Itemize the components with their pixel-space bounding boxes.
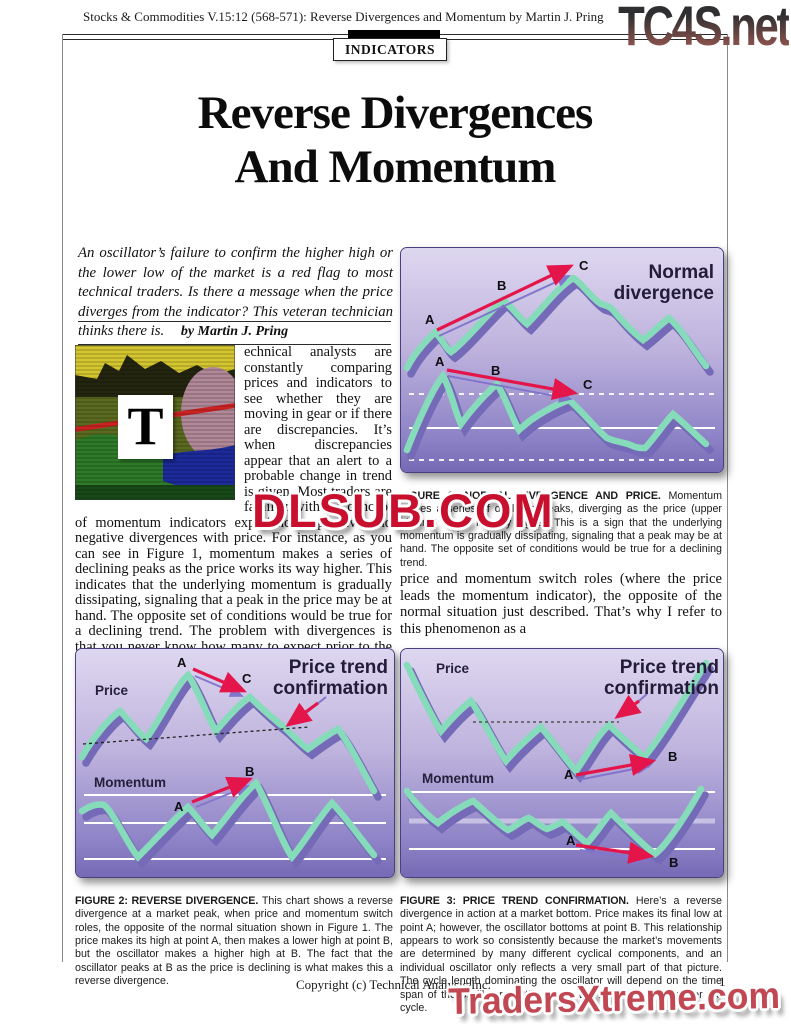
- fig2-confirmation-arrow: [285, 701, 319, 727]
- fig2-price-point-c: C: [242, 671, 252, 686]
- fig1-price-point-c: C: [579, 258, 589, 273]
- fig1-momentum-point-c: C: [583, 377, 593, 392]
- fig3-momentum-title: Momentum: [422, 771, 494, 786]
- fig1-price-point-a: A: [425, 312, 435, 327]
- article-body-right-column: price and momentum switch roles (where t…: [400, 571, 722, 637]
- fig2-momentum-point-a: A: [174, 799, 184, 814]
- header-citation: Stocks & Commodities V.15:12 (568-571): …: [83, 9, 604, 24]
- figure-2-caption-lead: FIGURE 2: REVERSE DIVERGENCE.: [75, 894, 259, 907]
- fig3-price-title: Price: [436, 661, 470, 676]
- figure-1-caption-body: Momentum makes a series of declining pea…: [400, 489, 722, 569]
- fig1-momentum-point-b: B: [491, 363, 500, 378]
- fig2-annotation-line1: Price trend: [289, 657, 388, 678]
- fig3-momentum-point-a: A: [566, 833, 576, 848]
- left-margin-rule: [62, 34, 63, 962]
- fig1-annotation-line1: Normal: [649, 262, 714, 283]
- fig1-annotation-line2: divergence: [614, 283, 714, 304]
- fig2-momentum-point-b: B: [245, 764, 254, 779]
- figure-1-caption: FIGURE 1: NORMAL DIVERGENCE AND PRICE. M…: [400, 490, 722, 570]
- fig1-price-point-b: B: [497, 278, 506, 293]
- figure-3-caption-body: Here’s a reverse divergence in action at…: [400, 894, 722, 1014]
- fig2-momentum-title: Momentum: [94, 775, 166, 790]
- fig1-momentum-trend-arrow-violet: [447, 375, 573, 403]
- fig2-annotation-line2: confirmation: [273, 678, 388, 699]
- article-body-left-column: T echnical analysts are constantly compa…: [75, 344, 392, 702]
- fig2-price-line: [78, 670, 378, 795]
- dropcap-artwork: T: [75, 345, 235, 500]
- fig3-momentum-point-b: B: [669, 855, 678, 870]
- figure-3-caption-lead: FIGURE 3: PRICE TREND CONFIRMATION.: [400, 894, 629, 907]
- article-title: Reverse Divergences And Momentum: [70, 86, 720, 194]
- figure-3-caption: FIGURE 3: PRICE TREND CONFIRMATION. Here…: [400, 895, 722, 1016]
- opening-paragraph: echnical analysts are constantly compari…: [75, 344, 392, 671]
- fig3-price-point-a: A: [564, 767, 574, 782]
- dlsub-watermark: DLSUB.COM: [252, 484, 555, 537]
- page-number: 1: [719, 974, 726, 989]
- section-label: INDICATORS: [333, 38, 447, 61]
- fig3-price-arrow: [575, 753, 657, 777]
- fig2-momentum-line: [78, 778, 378, 863]
- opening-text: echnical analysts are constantly compari…: [75, 344, 392, 546]
- fig2-price-point-a: A: [177, 655, 187, 670]
- fig2-price-arrow: [192, 667, 247, 693]
- figure-1-normal-divergence-chart: A B C A B C Normal divergence: [400, 247, 724, 473]
- title-line-2: And Momentum: [234, 141, 557, 193]
- title-line-1: Reverse Divergences: [197, 87, 594, 139]
- fig3-annotation-line1: Price trend: [620, 657, 719, 678]
- right-margin-rule: [727, 34, 728, 962]
- fig2-price-arrow-violet: [194, 675, 244, 697]
- figure-2-caption-body: This chart shows a reverse divergence at…: [75, 894, 393, 988]
- fig3-confirmation-arrow: [614, 694, 642, 719]
- dropcap-letter: T: [118, 395, 173, 459]
- tradersxtreme-watermark: TradersXtreme.com: [447, 974, 781, 1022]
- fig3-annotation-line2: confirmation: [604, 678, 719, 699]
- fig2-momentum-arrow: [191, 776, 253, 804]
- figure-1-caption-lead: FIGURE 1: NORMAL DIVERGENCE AND PRICE.: [400, 489, 661, 502]
- fig1-price-trend-arrow-violet: [438, 275, 571, 337]
- section-black-bar: [348, 30, 440, 39]
- figure-2-reverse-divergence-chart: Price Momentum A C A B Price trend confi…: [75, 648, 395, 878]
- fig1-momentum-trend-arrow: [446, 368, 579, 401]
- fig2-price-title: Price: [95, 683, 129, 698]
- fig3-momentum-line: [403, 785, 705, 859]
- fig1-price-trend-arrow: [436, 264, 574, 332]
- figure-3-price-trend-confirmation-chart: Price Momentum A B A B Price trend confi…: [400, 648, 724, 878]
- byline: by Martin J. Pring: [180, 324, 289, 339]
- tc4s-watermark: TC4S.net: [618, 0, 791, 57]
- fig2-price-trendline-dashed: [82, 726, 310, 745]
- byline-rule-top: [78, 321, 391, 322]
- figure-2-caption: FIGURE 2: REVERSE DIVERGENCE. This chart…: [75, 895, 393, 989]
- fig1-momentum-point-a: A: [435, 354, 445, 369]
- fig3-momentum-arrow: [575, 841, 655, 864]
- article-abstract: An oscillator’s failure to confirm the h…: [78, 245, 393, 339]
- footer-copyright: Copyright (c) Technical Analysis Inc.: [296, 977, 491, 992]
- fig3-price-point-b: B: [668, 749, 677, 764]
